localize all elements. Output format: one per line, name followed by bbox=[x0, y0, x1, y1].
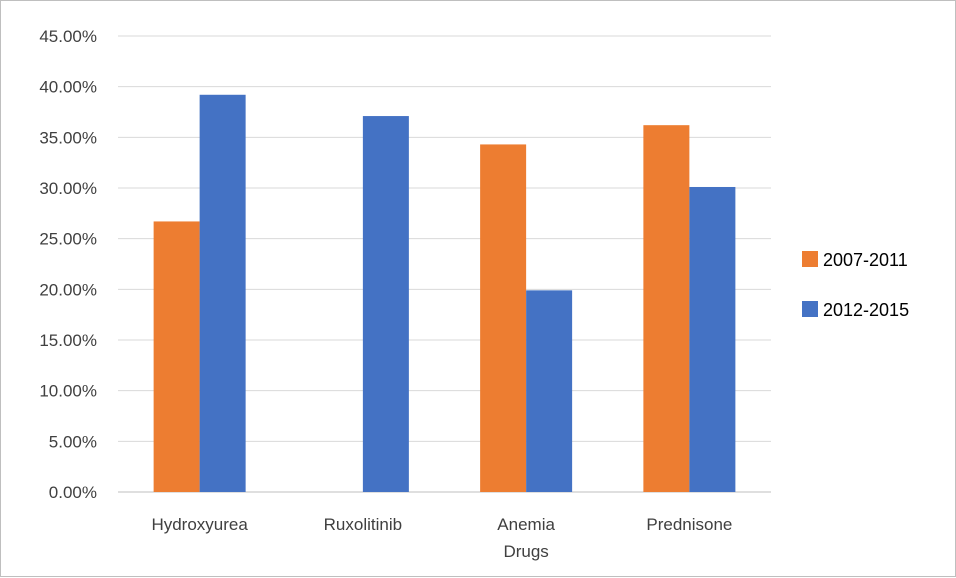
y-tick-label: 0.00% bbox=[49, 483, 97, 502]
y-tick-label: 10.00% bbox=[39, 382, 97, 401]
bar-2012-2015-ruxolitinib bbox=[362, 116, 409, 492]
x-category-label: Hydroxyurea bbox=[151, 515, 248, 534]
y-tick-label: 35.00% bbox=[39, 128, 97, 147]
legend-label: 2007-2011 bbox=[823, 250, 908, 270]
y-tick-label: 40.00% bbox=[39, 78, 97, 97]
x-category-label: Anemia bbox=[497, 515, 555, 534]
y-tick-label: 45.00% bbox=[39, 27, 97, 46]
y-tick-label: 5.00% bbox=[49, 432, 97, 451]
legend-swatch bbox=[802, 301, 818, 317]
legend: 2007-2011 2012-2015 bbox=[802, 250, 909, 320]
bar-2012-2015-prednisone bbox=[689, 186, 736, 492]
legend-label: 2012-2015 bbox=[823, 300, 909, 320]
legend-swatch bbox=[802, 251, 818, 267]
bars bbox=[153, 94, 736, 493]
x-category-label: Prednisone bbox=[646, 515, 732, 534]
x-axis: Hydroxyurea Ruxolitinib Anemia Drugs Prednis… bbox=[151, 515, 732, 561]
y-tick-label: 20.00% bbox=[39, 280, 97, 299]
y-axis: 0.00% 5.00% 10.00% 15.00% 20.00% 25.00% 30.00%… bbox=[39, 27, 97, 502]
y-tick-label: 25.00% bbox=[39, 230, 97, 249]
bar-2007-2011-prednisone bbox=[643, 125, 690, 492]
y-tick-label: 15.00% bbox=[39, 331, 97, 350]
y-tick-label: 30.00% bbox=[39, 179, 97, 198]
bar-2012-2015-anemia-drugs bbox=[526, 290, 573, 492]
bar-2007-2011-anemia-drugs bbox=[480, 144, 527, 492]
bar-2012-2015-hydroxyurea bbox=[199, 94, 246, 493]
bar-2007-2011-hydroxyurea bbox=[153, 221, 200, 492]
x-category-label: Ruxolitinib bbox=[324, 515, 402, 534]
x-category-label: Drugs bbox=[503, 542, 548, 561]
